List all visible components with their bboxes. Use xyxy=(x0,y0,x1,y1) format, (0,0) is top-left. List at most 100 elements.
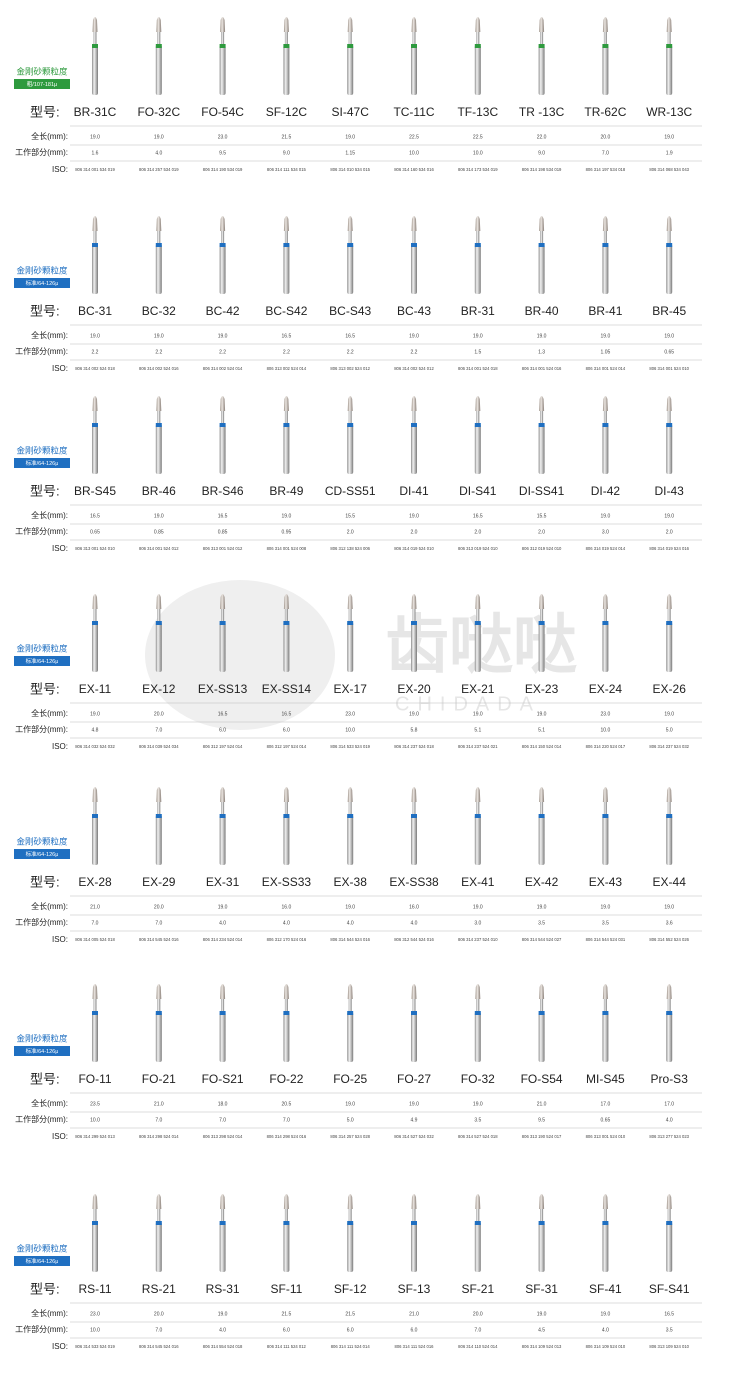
working-length: 0.65 xyxy=(90,529,100,535)
bur-band xyxy=(474,621,481,625)
working-length: 10.0 xyxy=(345,727,355,733)
bur-band xyxy=(538,44,545,48)
bur-shank xyxy=(219,815,226,865)
model-name: FO-25 xyxy=(333,1072,367,1086)
bur-image xyxy=(219,216,226,294)
model-row-label: 型号: xyxy=(30,874,60,889)
grit-range: 粗/107-181μ xyxy=(27,80,57,88)
bur-band xyxy=(411,423,417,427)
bur-image xyxy=(538,984,545,1062)
total-length: 19.0 xyxy=(90,333,100,339)
bur-neck xyxy=(157,605,161,623)
total-length: 19.0 xyxy=(664,134,674,140)
bur-band xyxy=(602,1221,609,1225)
bur-shank xyxy=(666,1012,673,1062)
model-name: BC-31 xyxy=(78,304,112,318)
model-name: WR-13C xyxy=(646,105,692,119)
model-name: EX-SS13 xyxy=(198,682,248,696)
total-length: 19.0 xyxy=(154,513,164,519)
model-name: CD-SS51 xyxy=(325,484,376,498)
bur-neck xyxy=(540,995,544,1013)
bur-image xyxy=(219,17,226,95)
bur-neck xyxy=(284,1205,288,1223)
bur-tip xyxy=(539,216,545,231)
working-length: 1.3 xyxy=(538,349,545,355)
iso-code: 806 314 019 524 014 xyxy=(586,546,626,551)
model-row-label: 型号: xyxy=(30,483,60,498)
working-length: 4.0 xyxy=(283,920,290,926)
bur-band xyxy=(474,814,481,818)
grit-badge xyxy=(14,656,70,666)
bur-tip xyxy=(347,984,353,999)
working-length: 2.0 xyxy=(538,529,545,535)
bur-shank xyxy=(219,45,226,95)
model-name: DI-43 xyxy=(655,484,685,498)
model-name: BR-46 xyxy=(142,484,176,498)
bur-image xyxy=(602,594,609,672)
bur-tip xyxy=(602,1194,608,1209)
bur-band xyxy=(666,1221,673,1225)
working-length: 7.0 xyxy=(155,1117,162,1123)
bur-tip xyxy=(475,1194,481,1209)
bur-tip xyxy=(283,594,289,609)
iso-code: 806 314 110 524 014 xyxy=(458,1344,498,1349)
length-row-label: 全长(mm): xyxy=(31,131,68,141)
bur-neck xyxy=(221,605,225,623)
bur-tip xyxy=(347,787,353,802)
bur-neck xyxy=(603,407,607,425)
bur-band xyxy=(155,814,162,818)
bur-image xyxy=(92,17,98,95)
total-length: 16.0 xyxy=(409,904,419,910)
bur-neck xyxy=(667,407,671,425)
iso-code: 806 313 277 524 023 xyxy=(649,1134,689,1139)
iso-row-label: ISO: xyxy=(52,1342,68,1351)
working-row-label: 工作部分(mm): xyxy=(15,526,68,536)
bur-image xyxy=(347,787,354,865)
bur-shank xyxy=(219,622,226,672)
bur-band xyxy=(666,1011,673,1015)
bur-band xyxy=(92,44,98,48)
iso-code: 806 314 001 524 016 xyxy=(522,366,562,371)
iso-code: 806 312 170 524 016 xyxy=(267,937,307,942)
iso-code: 806 314 001 524 012 xyxy=(139,546,179,551)
model-name: RS-21 xyxy=(142,1282,176,1296)
bur-image xyxy=(411,787,417,865)
bur-tip xyxy=(475,396,481,411)
bur-tip xyxy=(92,17,98,32)
iso-code: 806 314 002 524 016 xyxy=(139,366,179,371)
bur-band xyxy=(602,44,609,48)
working-length: 7.0 xyxy=(602,150,609,156)
iso-code: 806 314 001 534 019 xyxy=(75,167,115,172)
watermark: 齿哒哒 CHIDADA xyxy=(145,580,577,730)
iso-code: 806 312 138 524 006 xyxy=(330,546,370,551)
bur-image xyxy=(219,594,226,672)
model-name: BR-45 xyxy=(652,304,686,318)
grit-label: 金刚砂颗粒度 xyxy=(16,643,68,653)
bur-tip xyxy=(92,216,98,231)
total-length: 19.0 xyxy=(473,1101,483,1107)
model-name: EX-44 xyxy=(653,875,687,889)
iso-code: 806 314 533 524 019 xyxy=(75,1344,115,1349)
model-name: EX-26 xyxy=(653,682,687,696)
bur-shank xyxy=(283,45,290,95)
bur-image xyxy=(347,216,354,294)
bur-band xyxy=(219,423,226,427)
bur-image xyxy=(347,1194,354,1272)
bur-band xyxy=(411,814,417,818)
iso-code: 806 314 544 524 016 xyxy=(330,937,370,942)
working-length: 7.0 xyxy=(283,1117,290,1123)
bur-band xyxy=(602,243,609,247)
bur-shank xyxy=(92,1222,98,1272)
bur-neck xyxy=(348,605,352,623)
working-length: 6.0 xyxy=(411,1327,418,1333)
total-length: 19.0 xyxy=(154,134,164,140)
model-name: FO-S54 xyxy=(521,1072,563,1086)
bur-band xyxy=(538,621,545,625)
bur-neck xyxy=(476,407,480,425)
bur-shank xyxy=(219,1012,226,1062)
working-length: 4.0 xyxy=(219,920,226,926)
bur-image xyxy=(666,1194,673,1272)
bur-neck xyxy=(540,798,544,816)
iso-code: 806 314 552 524 026 xyxy=(649,937,689,942)
bur-image xyxy=(155,594,162,672)
